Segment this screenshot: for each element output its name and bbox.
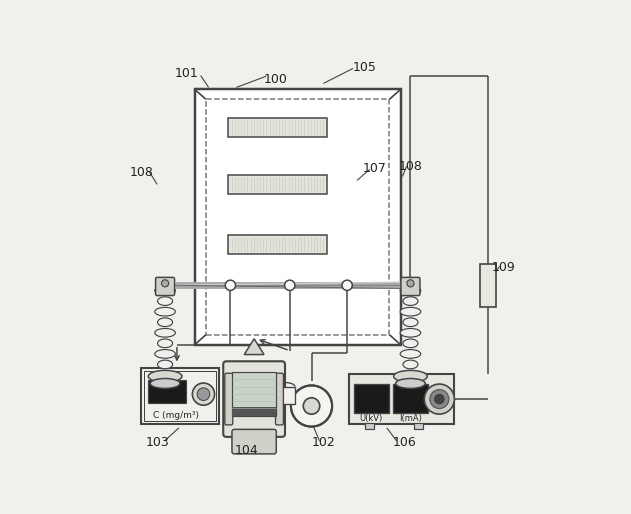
Ellipse shape <box>148 371 182 382</box>
Bar <box>349 374 454 424</box>
Ellipse shape <box>400 307 421 316</box>
Text: 104: 104 <box>234 444 258 457</box>
Circle shape <box>342 280 352 290</box>
Circle shape <box>197 388 209 400</box>
Bar <box>141 369 218 424</box>
Circle shape <box>430 390 449 409</box>
Bar <box>148 380 186 403</box>
Ellipse shape <box>158 339 173 347</box>
Ellipse shape <box>158 360 173 369</box>
FancyBboxPatch shape <box>276 373 283 425</box>
Ellipse shape <box>403 360 418 369</box>
Text: 100: 100 <box>264 73 288 86</box>
Ellipse shape <box>394 371 427 382</box>
Ellipse shape <box>155 286 175 295</box>
FancyBboxPatch shape <box>225 373 233 425</box>
Circle shape <box>424 384 454 414</box>
FancyBboxPatch shape <box>156 278 175 296</box>
Bar <box>275 387 295 404</box>
Text: 105: 105 <box>353 61 377 74</box>
Ellipse shape <box>155 307 175 316</box>
Ellipse shape <box>158 318 173 326</box>
Text: 101: 101 <box>175 67 199 80</box>
Bar <box>232 372 276 416</box>
Bar <box>228 118 327 137</box>
Text: 109: 109 <box>492 261 516 274</box>
Circle shape <box>192 383 215 405</box>
Text: I(mA): I(mA) <box>399 414 422 423</box>
Ellipse shape <box>400 350 421 358</box>
Text: U(kV): U(kV) <box>360 414 383 423</box>
Ellipse shape <box>400 371 421 379</box>
Bar <box>232 407 276 416</box>
Circle shape <box>304 398 320 414</box>
Ellipse shape <box>400 286 421 295</box>
Bar <box>354 384 389 413</box>
Ellipse shape <box>150 378 180 389</box>
Bar <box>144 371 216 421</box>
Text: 108: 108 <box>399 160 422 173</box>
Bar <box>228 234 327 253</box>
Ellipse shape <box>155 350 175 358</box>
Bar <box>206 99 389 335</box>
Ellipse shape <box>155 371 175 379</box>
Bar <box>415 423 423 429</box>
Circle shape <box>407 280 414 287</box>
Ellipse shape <box>403 318 418 326</box>
Text: 108: 108 <box>129 166 153 179</box>
Ellipse shape <box>403 297 418 305</box>
Ellipse shape <box>403 339 418 347</box>
Circle shape <box>285 280 295 290</box>
Polygon shape <box>244 339 264 355</box>
FancyBboxPatch shape <box>401 278 420 296</box>
Circle shape <box>225 280 235 290</box>
Circle shape <box>435 394 444 404</box>
Ellipse shape <box>158 297 173 305</box>
Circle shape <box>291 386 332 427</box>
Bar <box>394 384 428 413</box>
Text: 106: 106 <box>392 436 416 449</box>
Ellipse shape <box>400 328 421 337</box>
Text: 107: 107 <box>363 162 387 175</box>
Ellipse shape <box>155 328 175 337</box>
Ellipse shape <box>396 378 425 389</box>
Bar <box>195 89 401 345</box>
Bar <box>480 264 497 307</box>
Text: 103: 103 <box>145 436 169 449</box>
Bar <box>365 423 374 429</box>
FancyBboxPatch shape <box>223 361 285 437</box>
FancyBboxPatch shape <box>232 429 276 454</box>
Text: C (mg/m³): C (mg/m³) <box>153 411 199 419</box>
Text: 102: 102 <box>312 436 335 449</box>
Bar <box>228 175 327 194</box>
Circle shape <box>162 280 168 287</box>
